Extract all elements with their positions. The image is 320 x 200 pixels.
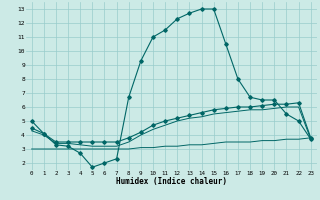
- X-axis label: Humidex (Indice chaleur): Humidex (Indice chaleur): [116, 177, 227, 186]
